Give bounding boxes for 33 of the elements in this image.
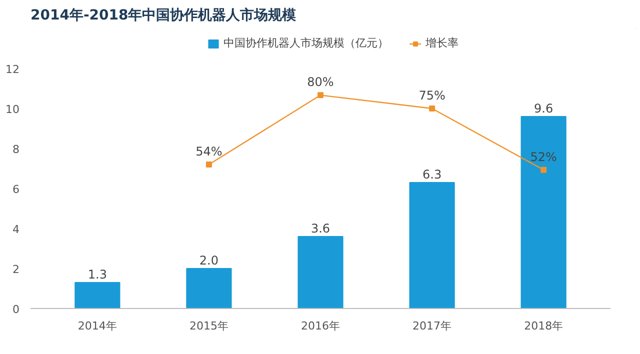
y-tick-label: 6: [12, 183, 20, 196]
point: [540, 166, 547, 173]
y-tick-label: 8: [12, 143, 20, 156]
y-tick-label: 10: [6, 103, 20, 116]
x-tick-label: 2017年: [412, 320, 452, 332]
bar: [298, 236, 344, 308]
y-tick-label: 4: [12, 223, 20, 236]
data-label: 1.3: [88, 268, 107, 282]
data-label: 9.6: [534, 102, 554, 116]
legend-label: 增长率: [426, 36, 458, 50]
data-label: 54%: [196, 144, 222, 158]
point: [318, 92, 324, 98]
legend-label: 中国协作机器人市场规模（亿元）: [224, 36, 388, 50]
y-tick-label: 2: [12, 263, 20, 276]
bar: [74, 282, 120, 308]
y-tick-label: 0: [12, 303, 20, 316]
data-label: 2.0: [199, 254, 219, 268]
data-label: 6.3: [422, 168, 442, 182]
chart-title: 2014年-2018年中国协作机器人市场规模: [30, 6, 298, 24]
x-tick-label: 2015年: [189, 320, 228, 332]
bar: [409, 182, 455, 308]
data-label: 52%: [530, 150, 557, 164]
point: [206, 162, 212, 168]
x-tick-label: 2014年: [78, 320, 117, 332]
point: [429, 106, 436, 112]
bar: [520, 116, 566, 308]
data-label: 80%: [307, 75, 334, 90]
x-tick-label: 2016年: [301, 320, 340, 332]
x-tick-label: 2018年: [524, 320, 564, 332]
y-tick-label: 12: [6, 63, 20, 76]
data-label: 75%: [418, 88, 446, 102]
data-label: 3.6: [310, 222, 330, 236]
bar: [186, 268, 232, 308]
